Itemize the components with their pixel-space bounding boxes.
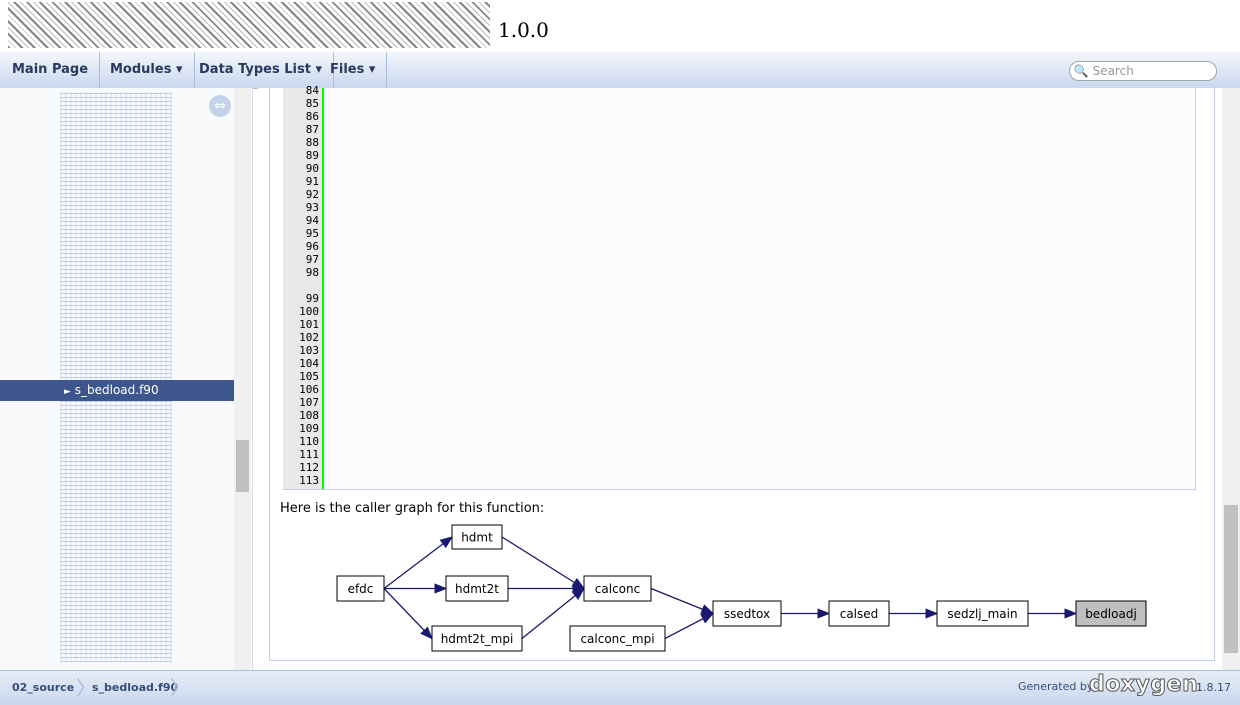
doxygen-logo[interactable]: doxygen xyxy=(1088,672,1199,698)
code-fragment xyxy=(283,88,1196,490)
scroll-thumb[interactable] xyxy=(236,440,249,492)
line-number[interactable]: 98 xyxy=(305,266,319,279)
graph-caption: Here is the caller graph for this functi… xyxy=(280,501,545,516)
tree-label: s_bedload.f90 xyxy=(74,383,159,397)
line-number[interactable]: 87 xyxy=(305,123,319,136)
line-number[interactable]: 94 xyxy=(305,214,319,227)
line-number[interactable]: 105 xyxy=(299,370,319,383)
line-number[interactable]: 88 xyxy=(305,136,319,149)
line-number[interactable]: 85 xyxy=(305,97,319,110)
crumb-sep: 〉 xyxy=(76,676,96,700)
line-number[interactable]: 113 xyxy=(299,474,319,487)
line-number[interactable]: 102 xyxy=(299,331,319,344)
line-number[interactable]: 92 xyxy=(305,188,319,201)
line-number[interactable]: 91 xyxy=(305,175,319,188)
sync-button[interactable]: ⇔ xyxy=(209,95,231,117)
line-gutter xyxy=(283,88,322,489)
line-number[interactable]: 104 xyxy=(299,357,319,370)
scrollbar[interactable] xyxy=(234,88,251,670)
line-number[interactable]: 101 xyxy=(299,318,319,331)
line-number[interactable]: 109 xyxy=(299,422,319,435)
line-number[interactable]: 110 xyxy=(299,435,319,448)
search-box[interactable]: 🔍 Search xyxy=(1069,61,1217,81)
line-number[interactable]: 99 xyxy=(305,292,319,305)
line-number[interactable]: 97 xyxy=(305,253,319,266)
line-number[interactable]: 93 xyxy=(305,201,319,214)
generated-by: Generated by xyxy=(1018,680,1094,693)
navbar: Main Page Modules ▾ Data Types List ▾ Fi… xyxy=(0,52,1240,89)
nav-label: Files xyxy=(330,62,365,77)
breadcrumb[interactable]: s_bedload.f90 xyxy=(92,681,179,694)
search-placeholder: Search xyxy=(1092,64,1134,78)
line-number[interactable]: 112 xyxy=(299,461,319,474)
line-number[interactable]: 95 xyxy=(305,227,319,240)
nav-main-page[interactable]: Main Page xyxy=(0,52,100,88)
scroll-thumb[interactable] xyxy=(1224,505,1238,653)
nav-label: Data Types List xyxy=(199,62,311,77)
line-number[interactable]: 90 xyxy=(305,162,319,175)
nav-data-types[interactable]: Data Types List ▾ xyxy=(188,52,335,88)
nav-files[interactable]: Files ▾ xyxy=(319,52,388,88)
line-number[interactable]: 108 xyxy=(299,409,319,422)
line-number[interactable]: 111 xyxy=(299,448,319,461)
tree-selected[interactable]: ► s_bedload.f90 xyxy=(0,380,234,401)
line-number[interactable]: 107 xyxy=(299,396,319,409)
line-number[interactable]: 106 xyxy=(299,383,319,396)
footer: 02_source 〉 s_bedload.f90 〉 xyxy=(0,670,1240,705)
line-number[interactable]: 103 xyxy=(299,344,319,357)
project-version: 1.0.0 xyxy=(498,18,549,42)
arrow: ► xyxy=(64,387,71,397)
line-number[interactable]: 96 xyxy=(305,240,319,253)
line-number[interactable]: 100 xyxy=(299,305,319,318)
logo xyxy=(8,2,490,48)
breadcrumb[interactable]: 02_source xyxy=(12,681,75,694)
line-number[interactable]: 84 xyxy=(305,84,319,97)
nav-label: Modules xyxy=(110,62,172,77)
crumb-sep: 〉 xyxy=(170,676,190,700)
header: 1.0.0 xyxy=(0,0,1240,53)
tree-items xyxy=(60,92,172,662)
gutter-bar xyxy=(322,88,324,489)
nav-modules[interactable]: Modules ▾ xyxy=(99,52,195,88)
line-number[interactable]: 86 xyxy=(305,110,319,123)
doxygen-version: 1.8.17 xyxy=(1196,681,1231,694)
line-number[interactable]: 89 xyxy=(305,149,319,162)
